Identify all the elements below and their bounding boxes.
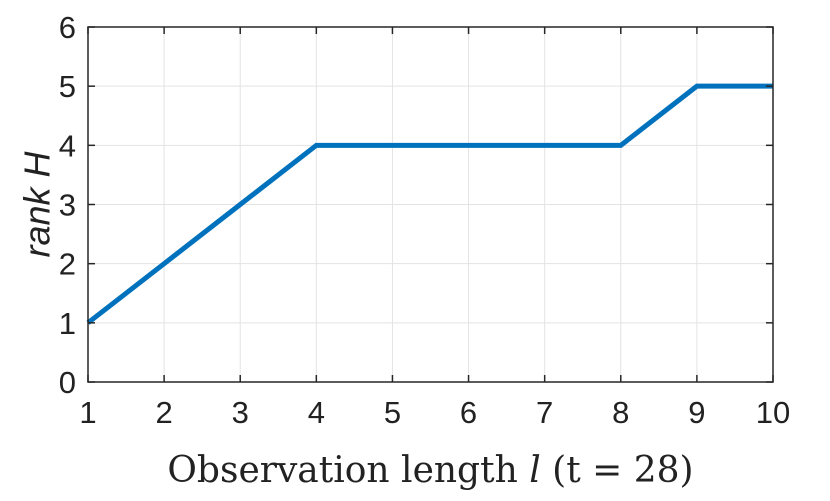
y-axis-label: rank H (17, 150, 58, 257)
y-tick-label: 5 (59, 69, 76, 104)
x-tick-label: 4 (308, 395, 325, 430)
y-tick-label: 4 (59, 128, 76, 163)
x-tick-label: 10 (756, 395, 790, 430)
x-tick-label: 9 (688, 395, 705, 430)
y-tick-label: 2 (59, 247, 76, 282)
ticks (87, 26, 774, 383)
x-axis-label: Observation length l (t = 28) (167, 450, 693, 491)
x-tick-label: 7 (536, 395, 553, 430)
x-tick-label: 8 (612, 395, 629, 430)
y-tick-label: 3 (59, 188, 76, 223)
x-tick-label: 6 (460, 395, 477, 430)
y-tick-label: 0 (59, 365, 76, 400)
x-tick-label: 3 (232, 395, 249, 430)
x-tick-label: 2 (155, 395, 172, 430)
y-tick-label: 1 (59, 306, 76, 341)
series-line (86, 83, 773, 325)
grid (87, 26, 774, 383)
y-tick-label: 6 (59, 10, 76, 45)
x-tick-label: 1 (79, 395, 96, 430)
x-tick-label: 5 (384, 395, 401, 430)
series-group (86, 83, 774, 325)
